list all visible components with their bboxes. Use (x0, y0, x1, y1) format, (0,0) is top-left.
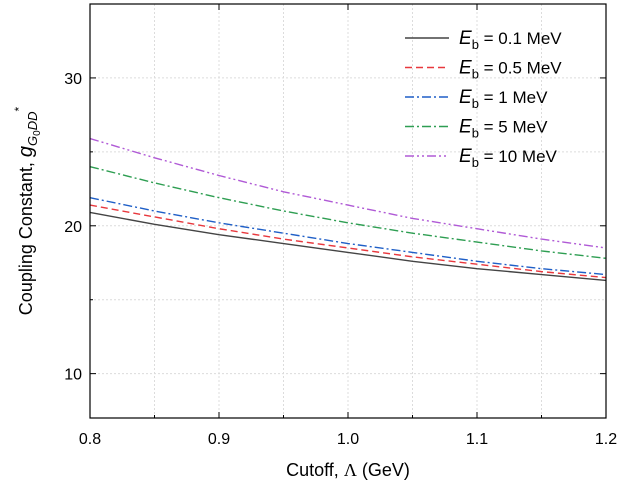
x-tick-label: 1.0 (337, 431, 359, 448)
x-tick-label: 1.2 (595, 431, 617, 448)
series-line-1 (89, 211, 607, 282)
axis-ticks: 0.8 0.9 1.0 1.1 1.2 10 20 30 (64, 4, 617, 448)
y-tick-label: 10 (64, 367, 82, 384)
legend-label-1: Eb = 0.1 MeV (459, 28, 562, 52)
legend-label-2: Eb = 0.5 MeV (459, 58, 562, 82)
legend-label-3: Eb = 1 MeV (459, 87, 548, 111)
y-tick-label: 30 (64, 71, 82, 88)
x-tick-label: 0.9 (208, 431, 230, 448)
legend-label-5: Eb = 10 MeV (459, 146, 558, 170)
y-tick-label: 20 (64, 219, 82, 236)
legend-label-4: Eb = 5 MeV (459, 117, 548, 141)
series-line-5 (89, 137, 607, 249)
legend: Eb = 0.1 MeV Eb = 0.5 MeV Eb = 1 MeV Eb = 5… (405, 28, 562, 170)
series-line-4 (89, 165, 607, 260)
series-line-2 (89, 204, 607, 279)
series-line-3 (89, 197, 607, 276)
x-tick-label: 0.8 (79, 431, 101, 448)
x-tick-label: 1.1 (466, 431, 488, 448)
x-axis-title: Cutoff, Λ (GeV) (286, 460, 410, 480)
series-lines (89, 137, 607, 282)
y-axis-title: Coupling Constant, gG0DD* (12, 106, 43, 315)
